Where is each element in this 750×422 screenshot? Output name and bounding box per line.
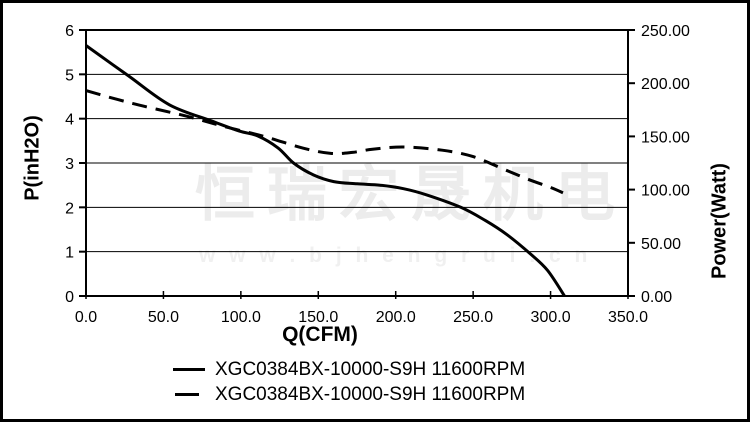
y-left-tick-label: 3 xyxy=(65,156,74,173)
y-left-tick-label: 1 xyxy=(65,245,74,262)
axis-tick-labels: 01234560.0050.00100.00150.00200.00250.00… xyxy=(65,23,690,326)
y-right-tick-label: 100.00 xyxy=(641,183,690,200)
axis-ticks xyxy=(79,29,635,299)
power-curve xyxy=(85,89,564,195)
solid-line-marker xyxy=(173,368,205,371)
watermark-company-text: 恒瑞宏晟机电 xyxy=(195,161,627,228)
y-right-tick-label: 150.00 xyxy=(641,129,690,146)
y-axis-left-title: P(inH2O) xyxy=(21,115,44,201)
y-left-tick-label: 5 xyxy=(65,67,74,84)
fan-performance-chart: 01234560.0050.00100.00150.00200.00250.00… xyxy=(65,23,690,326)
y-left-tick-label: 6 xyxy=(65,23,74,40)
pressure-curve xyxy=(85,44,566,297)
x-tick-label: 300.0 xyxy=(531,309,571,326)
x-tick-label: 0.0 xyxy=(75,309,97,326)
y-axis-right-title: Power(Watt) xyxy=(708,163,731,279)
legend-item-pressure-curve: XGC0384BX-10000-S9H 11600RPM xyxy=(173,357,525,382)
y-right-tick-label: 200.00 xyxy=(641,76,690,93)
y-right-tick-label: 0.00 xyxy=(641,289,672,306)
legend: XGC0384BX-10000-S9H 11600RPM XGC0384BX-1… xyxy=(173,357,525,407)
gridlines xyxy=(86,73,628,253)
dashed-line-marker xyxy=(175,393,199,396)
x-tick-label: 100.0 xyxy=(221,309,261,326)
x-tick-label: 350.0 xyxy=(608,309,648,326)
data-curves xyxy=(85,44,566,297)
legend-item-power-curve: XGC0384BX-10000-S9H 11600RPM xyxy=(173,382,525,407)
x-axis-title: Q(CFM) xyxy=(282,323,358,346)
y-right-tick-label: 50.00 xyxy=(641,236,681,253)
y-left-tick-label: 4 xyxy=(65,112,74,129)
y-left-tick-label: 2 xyxy=(65,200,74,217)
watermark-website-text: w w w . b j h e n g r u i . c n xyxy=(199,244,592,267)
legend-label-power: XGC0384BX-10000-S9H 11600RPM xyxy=(215,383,526,405)
x-tick-label: 250.0 xyxy=(453,309,493,326)
y-right-tick-label: 250.00 xyxy=(641,23,690,40)
x-tick-label: 150.0 xyxy=(298,309,338,326)
x-tick-label: 50.0 xyxy=(148,309,179,326)
legend-label-pressure: XGC0384BX-10000-S9H 11600RPM xyxy=(215,358,526,380)
y-left-tick-label: 0 xyxy=(65,289,74,306)
x-tick-label: 200.0 xyxy=(376,309,416,326)
